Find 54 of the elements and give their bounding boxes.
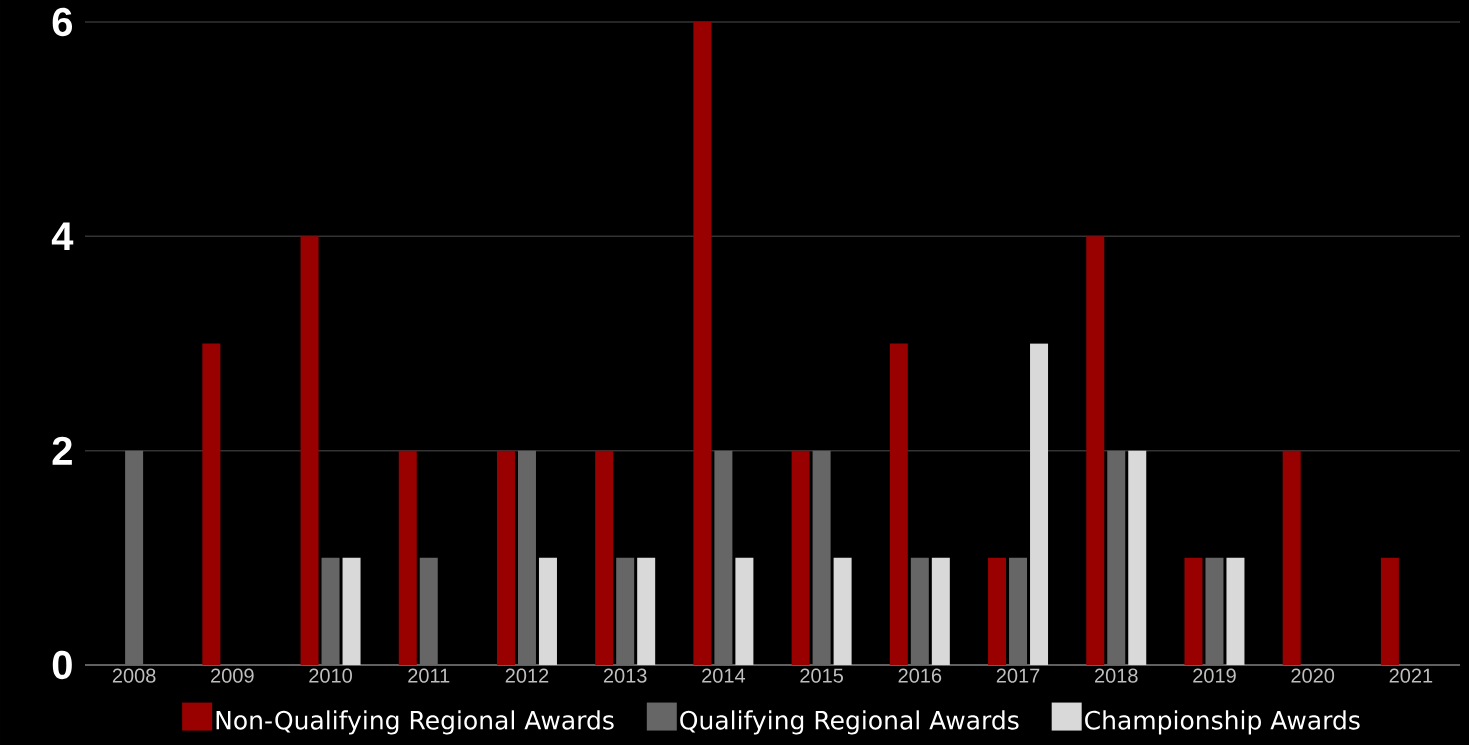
bar [637,557,656,665]
bar [1282,450,1301,665]
bar [1030,343,1049,665]
y-tick-label: 0 [52,650,72,680]
bar [791,450,810,665]
bar [300,236,319,665]
bar [1226,557,1245,665]
x-tick-label: 2008 [112,668,156,683]
bar [1205,557,1224,665]
bar [202,343,221,665]
bar [517,450,536,665]
bar [342,557,361,665]
bar [1128,450,1147,665]
bar [833,557,852,665]
bar [910,557,929,665]
bar [812,450,831,665]
bar [595,450,614,665]
y-tick-label: 6 [52,7,73,37]
x-tick-label: 2017 [996,668,1040,683]
y-tick-label: 4 [51,222,74,251]
x-tick-label: 2018 [1095,668,1138,683]
x-tick-label: 2009 [211,668,254,683]
legend-label: Championship Awards [1085,710,1360,735]
x-tick-label: 2012 [505,668,549,683]
bar [321,557,340,665]
bar [616,557,635,665]
bar [1380,557,1399,665]
bar [496,450,515,665]
bar [735,557,754,665]
bar [1184,557,1203,665]
x-tick-label: 2014 [702,668,746,683]
bar [1107,450,1126,665]
x-tick-label: 2013 [603,668,647,683]
bar [419,557,438,665]
x-tick-label: 2019 [1193,668,1236,683]
x-tick-label: 2021 [1389,668,1433,683]
y-tick-label: 2 [52,436,72,465]
bar [714,450,733,665]
legend-label: Qualifying Regional Awards [680,710,1019,735]
bar [693,22,712,665]
x-tick-label: 2016 [898,668,942,683]
bar [889,343,908,665]
x-tick-label: 2010 [309,668,352,683]
x-tick-label: 2020 [1291,668,1335,683]
bar [125,450,144,665]
x-tick-label: 2015 [800,668,844,683]
bar [1086,236,1105,665]
legend-label: Non-Qualifying Regional Awards [216,710,614,735]
x-tick-label: 2011 [408,668,450,683]
bar [988,557,1007,665]
bar [538,557,557,665]
bar [931,557,950,665]
bar [398,450,417,665]
bar [1009,557,1028,665]
